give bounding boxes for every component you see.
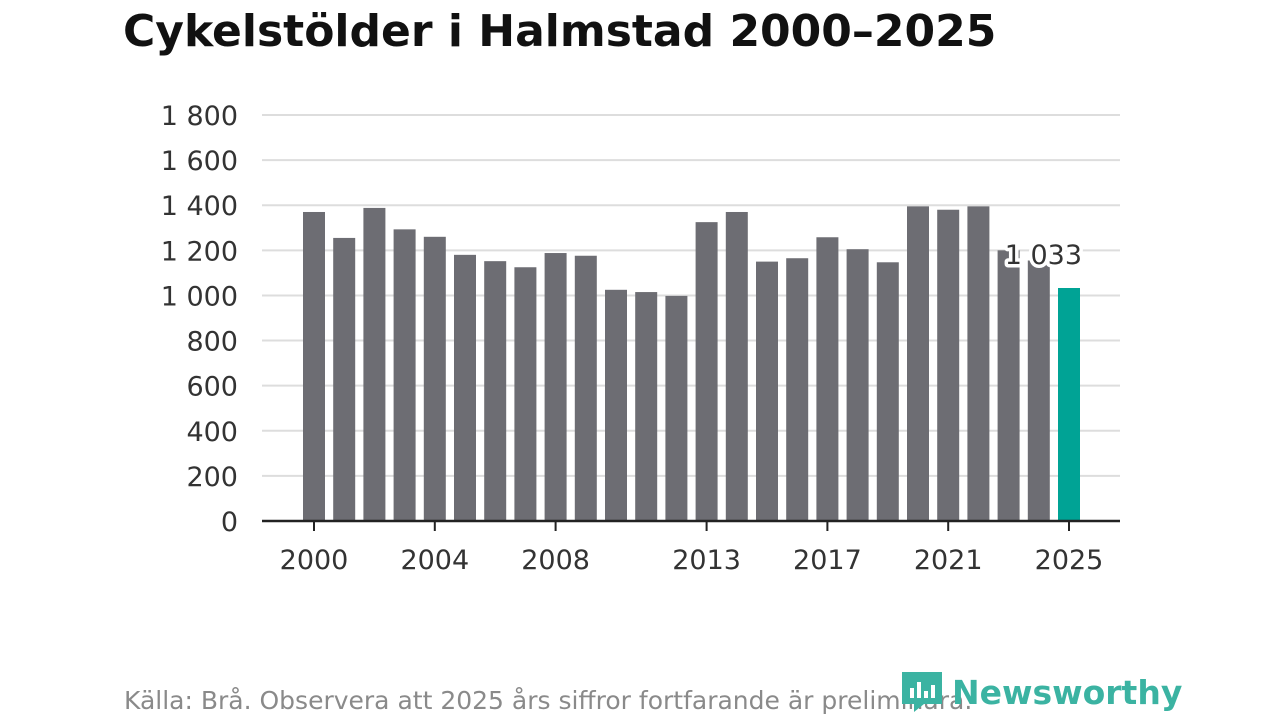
y-tick-label: 800 xyxy=(186,327,238,358)
x-axis xyxy=(262,519,1120,531)
y-tick-label: 1 400 xyxy=(161,191,238,222)
y-tick-label: 0 xyxy=(221,507,238,538)
bar xyxy=(876,262,899,521)
bar xyxy=(574,255,597,521)
bar xyxy=(363,207,386,521)
bar xyxy=(756,261,778,521)
annotations: 1 033 xyxy=(1001,237,1085,275)
bar xyxy=(846,249,869,521)
value-label: 1 033 xyxy=(1005,240,1082,271)
bar xyxy=(605,289,627,521)
bar xyxy=(1027,260,1050,521)
y-tick-label: 1 800 xyxy=(161,101,238,132)
y-tick-label: 400 xyxy=(186,417,238,448)
bar-chart: 0 200 400 600 800 1 000 1 200 1 400 1 600 1 800 2… xyxy=(161,101,1120,576)
y-tick-label: 1 600 xyxy=(161,146,238,177)
bar xyxy=(725,211,748,521)
bar xyxy=(665,295,688,521)
bar xyxy=(635,292,658,521)
bar xyxy=(786,258,809,521)
x-tick-label: 2017 xyxy=(793,545,862,576)
y-tick-label: 600 xyxy=(186,372,238,403)
grid-lines xyxy=(262,114,1120,477)
x-tick-label: 2013 xyxy=(672,545,741,576)
bar xyxy=(997,250,1020,522)
bar xyxy=(544,253,567,522)
chart-title: Cykelstölder i Halmstad 2000–2025 xyxy=(123,6,997,57)
x-tick-label: 2000 xyxy=(280,545,349,576)
bar xyxy=(423,236,446,522)
bar xyxy=(967,206,990,521)
brand-logo: Newsworthy xyxy=(902,670,1182,714)
bar-highlight xyxy=(1058,288,1080,521)
bar xyxy=(484,261,507,521)
x-tick-label: 2025 xyxy=(1035,545,1104,576)
bar xyxy=(333,237,356,521)
bar xyxy=(907,206,929,521)
brand-name: Newsworthy xyxy=(952,672,1183,712)
bar xyxy=(303,211,325,521)
x-tick-label: 2008 xyxy=(521,545,590,576)
y-tick-label: 200 xyxy=(186,462,238,493)
y-tick-label: 1 000 xyxy=(161,281,238,312)
bar xyxy=(393,229,416,521)
bar xyxy=(695,222,718,521)
x-tick-label: 2004 xyxy=(400,545,469,576)
x-tick-label: 2021 xyxy=(914,545,983,576)
bars xyxy=(303,206,1080,522)
newsworthy-logo-icon xyxy=(902,672,942,712)
bar xyxy=(816,237,839,522)
bar xyxy=(454,254,476,521)
bar xyxy=(514,267,537,521)
bar xyxy=(937,209,960,521)
y-tick-label: 1 200 xyxy=(161,236,238,267)
y-axis-labels: 0 200 400 600 800 1 000 1 200 1 400 1 600 1 800 xyxy=(161,101,238,538)
x-axis-labels: 2000 2004 2008 2013 2017 2021 2025 xyxy=(280,545,1104,576)
source-note: Källa: Brå. Observera att 2025 års siffr… xyxy=(124,686,973,715)
